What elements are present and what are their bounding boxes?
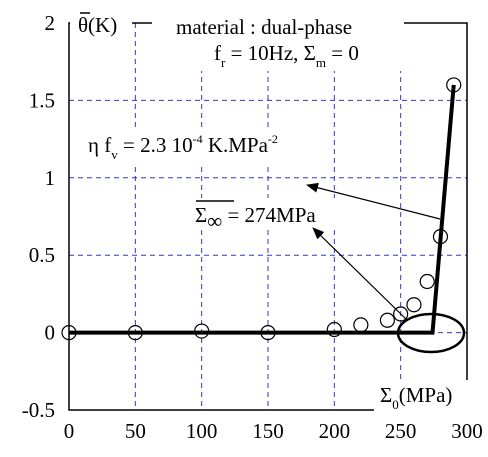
frequency-label: fr = 10Hz, Σm = 0 <box>214 41 359 70</box>
x-axis-label: Σ0(MPa) <box>380 383 452 412</box>
material-label: material : dual-phase <box>176 15 352 39</box>
arrow-sigma-infinity <box>312 227 408 321</box>
data-point <box>406 297 422 313</box>
y-tick-label: 2 <box>45 11 56 35</box>
data-point <box>419 273 435 290</box>
y-tick-label: 0 <box>45 321 56 345</box>
annotation-box-eta <box>80 131 302 167</box>
threshold-ellipse <box>396 312 466 354</box>
y-tick-label: 1.5 <box>29 88 55 112</box>
data-point <box>432 229 449 245</box>
y-tick-label: -0.5 <box>22 398 55 422</box>
data-point <box>326 321 342 338</box>
data-point <box>353 317 369 333</box>
arrow-eta <box>306 182 441 220</box>
data-layer <box>61 77 462 341</box>
data-point <box>194 323 210 339</box>
annotation-box-sigma <box>186 198 336 230</box>
data-point <box>127 325 143 341</box>
x-tick-label: 50 <box>125 419 146 443</box>
x-tick-label: 100 <box>186 419 218 443</box>
x-tick-label: 200 <box>319 419 351 443</box>
data-point <box>446 77 462 93</box>
annotation-box-top <box>152 13 404 71</box>
data-point <box>379 312 395 328</box>
model-line <box>69 84 456 335</box>
x-tick-label: 150 <box>252 419 284 443</box>
y-tick-labels: -0.5 0 0.5 1 1.5 2 <box>22 11 55 422</box>
y-axis-label: θ(K) <box>78 13 117 37</box>
y-tick-label: 1 <box>45 166 56 190</box>
data-point <box>61 325 77 341</box>
eta-label: η fv = 2.3 10-4 K.MPa-2 <box>88 132 278 162</box>
y-tick-label: 0.5 <box>29 243 55 267</box>
x-tick-label: 300 <box>451 419 483 443</box>
sigma-infinity-label: Σ∞ = 274MPa <box>195 203 316 233</box>
x-tick-label: 0 <box>64 419 75 443</box>
data-point <box>393 306 409 322</box>
data-point <box>260 325 276 341</box>
x-tick-label: 250 <box>385 419 417 443</box>
ylabel-box <box>70 11 132 41</box>
x-tick-labels: 0 50 100 150 200 250 300 <box>64 419 483 443</box>
xlabel-box <box>374 380 486 412</box>
